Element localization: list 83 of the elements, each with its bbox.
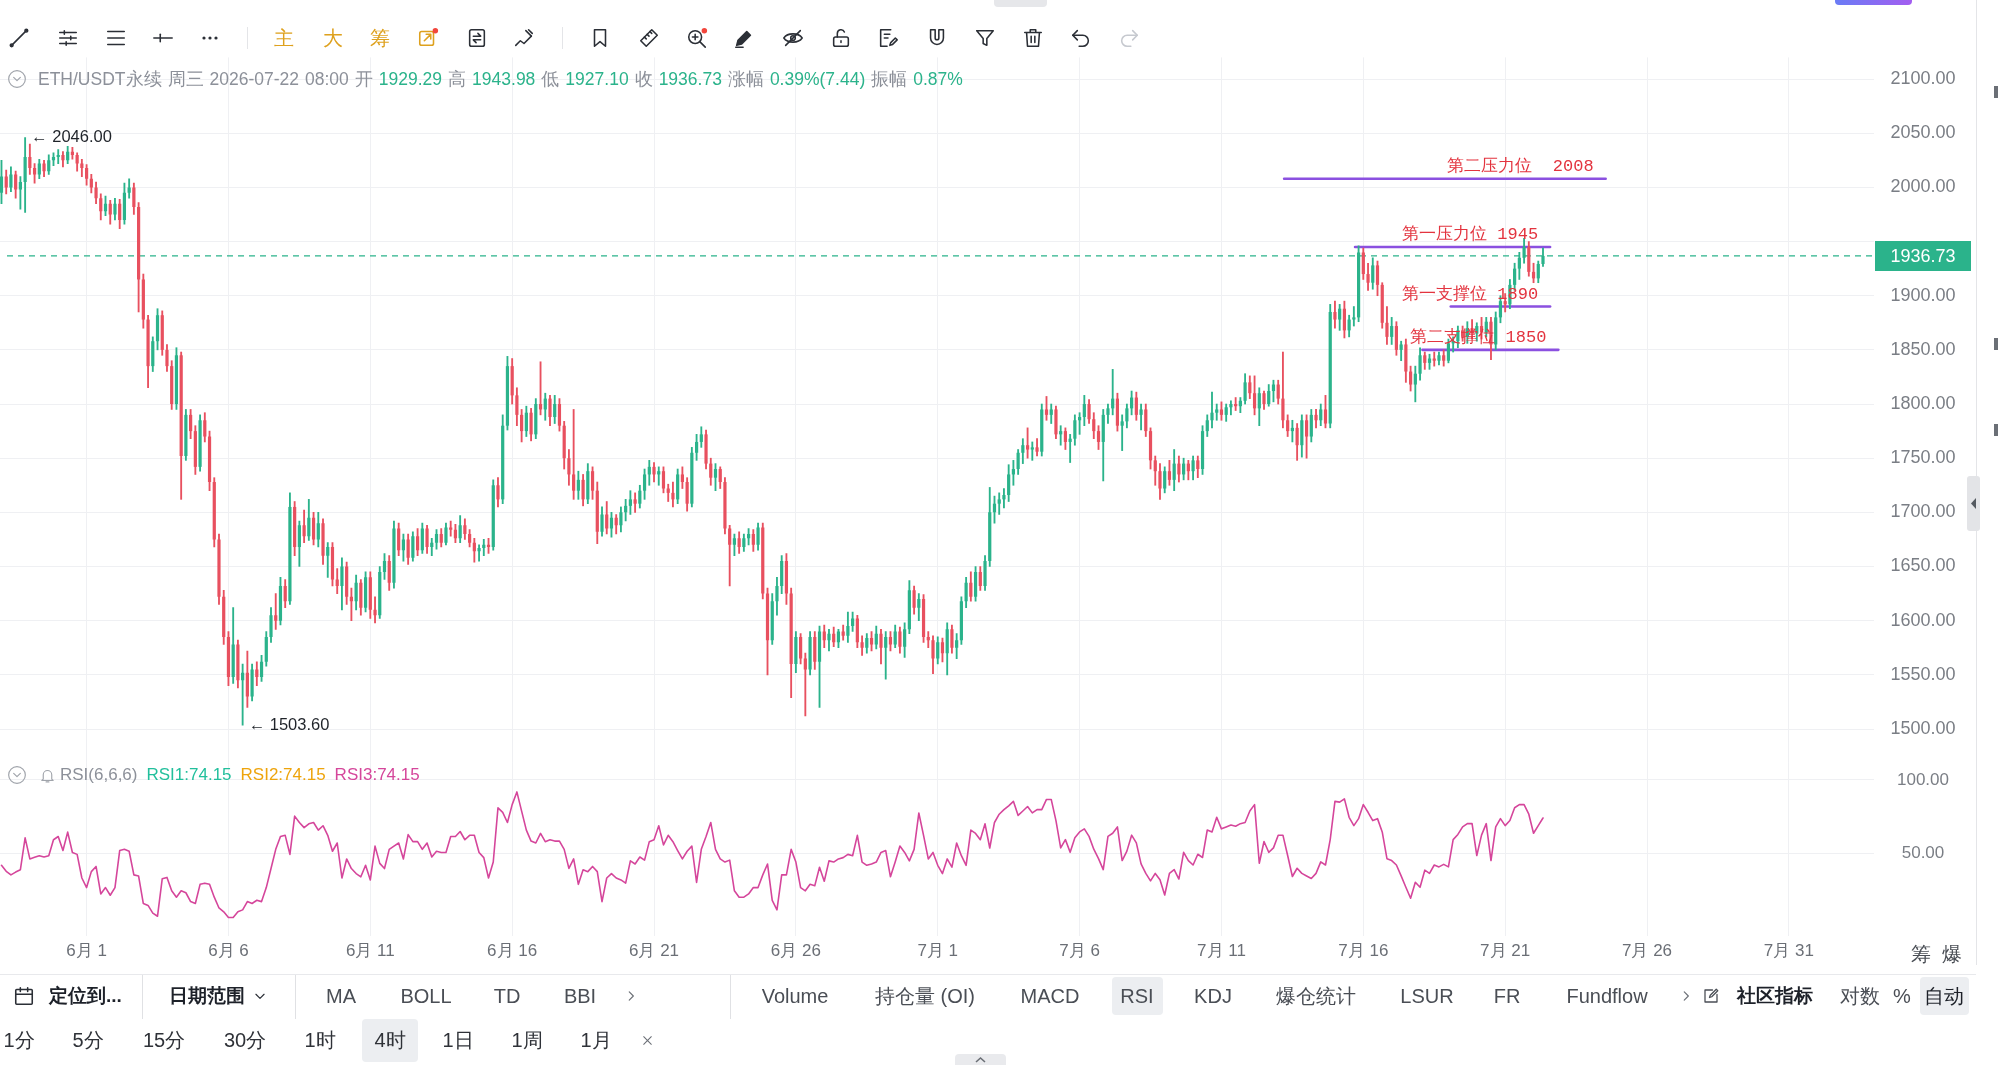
annotation: RSI2:74.15 xyxy=(240,764,326,786)
y-tick-label: 2050.00 xyxy=(1890,122,1956,143)
candlestick xyxy=(1078,412,1082,435)
text: MA xyxy=(326,984,356,1008)
x-tick-label: 7月 26 xyxy=(1621,940,1673,960)
text: 日期范围 xyxy=(169,984,245,1008)
candlestick xyxy=(1352,306,1356,327)
ref-line-label: 1936.73 xyxy=(1890,245,1956,266)
x-tick-label: 6月 11 xyxy=(345,940,395,960)
text: 周三 2026-07-22 08:00 开 1929.29 高 1943.98 低 1927.10 收 1936.73 涨幅 0.39%(7.44) 振幅 0.87% xyxy=(167,68,963,89)
y-tick-label: 2000.00 xyxy=(1890,176,1956,197)
y-tick-label: 2100.00 xyxy=(1890,68,1956,89)
text: RSI xyxy=(1120,984,1154,1008)
y-tick-label: 100.00 xyxy=(1897,769,1949,789)
x-tick-label: 6月 21 xyxy=(628,940,680,960)
text: 30分 xyxy=(223,1028,267,1052)
text: 大 xyxy=(323,26,343,50)
x-tick-label: 6月 6 xyxy=(208,940,249,960)
y-tick-label: 1500.00 xyxy=(1890,717,1956,738)
x-tick-label: 7月 6 xyxy=(1059,940,1100,960)
y-tick-label: 1700.00 xyxy=(1890,501,1956,522)
x-tick-label: 7月 1 xyxy=(917,940,959,960)
candlestick xyxy=(1059,425,1063,446)
candlestick xyxy=(482,539,486,557)
annotation: RSI1:74.15 xyxy=(146,764,232,786)
annotation: ← 2046.00 xyxy=(31,127,112,146)
text: 1时 xyxy=(304,1028,336,1052)
y-tick-label: 1850.00 xyxy=(1890,338,1956,359)
candlestick xyxy=(1030,441,1034,461)
text: 1周 xyxy=(511,1028,543,1052)
text: 15分 xyxy=(142,1028,186,1052)
candlestick xyxy=(1120,414,1124,451)
y-tick-label: 1900.00 xyxy=(1890,284,1956,305)
text: 筹 xyxy=(370,26,390,50)
text: Fundflow xyxy=(1566,984,1648,1008)
text: 1日 xyxy=(442,1028,474,1052)
x-tick-label: 6月 16 xyxy=(487,940,538,960)
x-tick-label: 7月 31 xyxy=(1763,940,1814,960)
y-tick-label: 1600.00 xyxy=(1890,609,1956,630)
x-tick-label: 7月 11 xyxy=(1197,940,1246,960)
y-tick-label: 1550.00 xyxy=(1890,663,1956,684)
text: TD xyxy=(493,984,521,1008)
x-tick-label: 7月 21 xyxy=(1480,940,1531,960)
text: 持仓量 (OI) xyxy=(875,984,975,1008)
text: 定位到... xyxy=(49,984,122,1008)
text: 爆 xyxy=(1942,942,1962,966)
chart-title: RSI(6,6,6) xyxy=(60,764,138,786)
x-tick-label: 7月 16 xyxy=(1338,940,1389,960)
text: 4时 xyxy=(374,1028,406,1052)
text: 社区指标 xyxy=(1737,984,1813,1008)
annotation: 第二压力位 2008 xyxy=(1447,157,1594,177)
candlestick xyxy=(657,466,661,486)
x-tick-label: 6月 1 xyxy=(66,940,107,960)
y-tick-label: 1650.00 xyxy=(1890,555,1956,576)
text: 爆仓统计 xyxy=(1276,984,1356,1008)
text: 1月 xyxy=(580,1028,612,1052)
annotation: 第一压力位 1945 xyxy=(1402,225,1539,245)
y-tick-label: 50.00 xyxy=(1901,843,1945,863)
text: ETH/USDT永续 xyxy=(38,68,162,90)
text: Volume xyxy=(761,984,829,1008)
text: 5分 xyxy=(72,1028,104,1052)
text: 主 xyxy=(274,26,294,50)
text: BOLL xyxy=(400,984,452,1008)
text: RSI3:74.15 xyxy=(334,764,420,786)
candlestick xyxy=(1068,434,1072,463)
text: 自动 xyxy=(1924,984,1964,1008)
text: MACD xyxy=(1020,984,1080,1008)
candlestick xyxy=(926,631,930,649)
text: % xyxy=(1893,984,1911,1008)
text: BBI xyxy=(563,984,597,1008)
candlestick xyxy=(1025,427,1030,459)
y-tick-label: 1750.00 xyxy=(1890,447,1956,468)
text: 对数 xyxy=(1840,984,1880,1008)
text: KDJ xyxy=(1194,984,1232,1008)
x-tick-label: 6月 26 xyxy=(770,940,821,960)
y-tick-label: 1800.00 xyxy=(1890,393,1956,413)
text: LSUR xyxy=(1400,984,1454,1008)
text: 1分 xyxy=(3,1028,35,1052)
annotation: ← 1503.60 xyxy=(248,714,330,733)
candlestick xyxy=(1290,419,1294,443)
text: 筹 xyxy=(1911,942,1931,966)
candlestick xyxy=(274,593,278,630)
text: FR xyxy=(1493,984,1521,1008)
